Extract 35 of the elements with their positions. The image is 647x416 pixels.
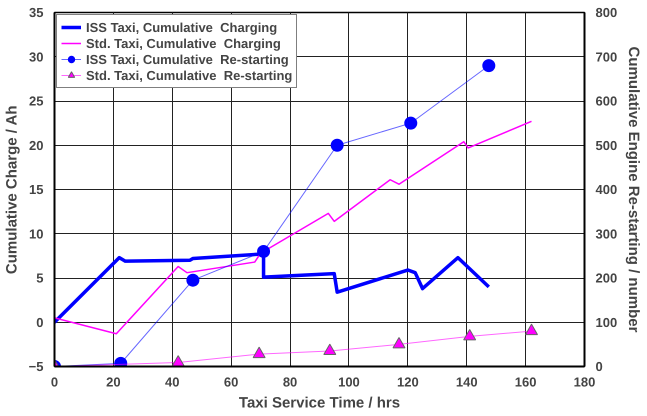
y-tick-label: 10 [29, 226, 44, 242]
y2-tick-label: 100 [596, 314, 618, 330]
y2-tick-label: 600 [596, 94, 618, 108]
y2-tick-label: 400 [596, 182, 618, 197]
x-tick-label: 40 [165, 374, 180, 390]
y2-axis-title: Cumulative Engine Re-starting / number [625, 46, 642, 333]
x-tick-label: 140 [456, 374, 478, 390]
x-tick-label: 180 [574, 374, 596, 390]
y-axis-title: Cumulative Charge / Ah [4, 105, 21, 274]
y2-tick-label: 500 [596, 138, 618, 153]
legend-label: ISS Taxi, Cumulative Re-starting [86, 51, 289, 67]
y-tick-label: 15 [29, 182, 44, 197]
y2-tick-label: 300 [596, 226, 618, 242]
x-tick-label: 60 [224, 374, 238, 390]
legend-label: Std. Taxi, Cumulative Charging [86, 35, 281, 51]
y-tick-label: 30 [29, 49, 44, 64]
x-tick-label: 100 [338, 374, 360, 390]
y2-tick-label: 0 [596, 359, 603, 374]
x-tick-label: 80 [282, 374, 298, 390]
y-tick-label: −5 [28, 359, 44, 374]
y2-tick-label: 200 [596, 270, 618, 286]
y-tick-label: 5 [36, 270, 44, 286]
x-tick-label: 20 [106, 374, 121, 390]
y-tick-label: 35 [29, 5, 44, 20]
y2-tick-label: 800 [596, 5, 618, 20]
legend-label: ISS Taxi, Cumulative Charging [86, 19, 278, 35]
y2-tick-label: 700 [596, 49, 618, 64]
y-tick-label: 20 [29, 138, 44, 153]
y-tick-label: 25 [29, 94, 44, 108]
x-tick-label: 0 [50, 374, 58, 390]
x-tick-label: 160 [514, 374, 536, 390]
legend-label: Std. Taxi, Cumulative Re-starting [86, 67, 292, 83]
x-tick-label: 120 [396, 374, 419, 390]
x-axis-title: Taxi Service Time / hrs [238, 394, 400, 412]
y-tick-label: 0 [36, 314, 44, 330]
